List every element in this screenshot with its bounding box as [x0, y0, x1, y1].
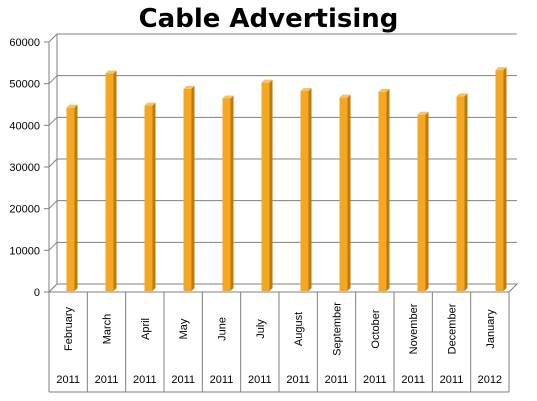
bar-top	[456, 93, 468, 97]
bar-side	[74, 104, 78, 292]
x-tick-label-year: 2011	[171, 374, 195, 386]
x-tick-label-year: 2011	[363, 374, 387, 386]
bar	[378, 91, 387, 291]
bar-top	[378, 88, 390, 92]
bar	[183, 88, 192, 292]
x-tick-label-month: September	[332, 302, 344, 356]
bar-top	[66, 104, 78, 108]
x-tick-label-year: 2011	[248, 374, 272, 386]
x-tick-label-year: 2012	[478, 374, 502, 386]
chart-title: Cable Advertising	[138, 4, 399, 34]
x-tick-label-year: 2011	[440, 374, 464, 386]
bar	[495, 70, 504, 292]
bar-side	[308, 88, 312, 291]
x-tick-label-month: June	[217, 317, 229, 341]
bar-top	[339, 94, 351, 98]
x-tick-label-month: January	[485, 309, 497, 349]
bar-top	[144, 102, 156, 106]
x-tick-label-year: 2011	[95, 374, 119, 386]
bar-top	[261, 79, 273, 83]
x-tick-label-month: August	[293, 312, 305, 346]
bar-side	[425, 111, 429, 291]
bar-top	[183, 85, 195, 89]
bar-side	[503, 67, 507, 292]
bar	[300, 91, 309, 291]
bar	[261, 82, 270, 292]
chart-floor	[47, 283, 519, 293]
bar-side	[113, 70, 117, 291]
x-tick-label-year: 2011	[325, 374, 349, 386]
x-tick-label-year: 2011	[210, 374, 234, 386]
y-tick-label: 30000	[9, 162, 40, 174]
bar-side	[191, 85, 195, 292]
bar	[105, 73, 114, 291]
bar-top	[417, 111, 429, 115]
bar	[456, 96, 465, 292]
bar-top	[105, 70, 117, 74]
x-tick-label-year: 2011	[286, 374, 310, 386]
x-tick-label-month: March	[102, 314, 114, 345]
gridline-depth	[48, 116, 58, 126]
bar-side	[347, 94, 351, 292]
x-tick-label-month: May	[178, 318, 190, 339]
gridline-depth	[48, 33, 58, 43]
gridline-depth	[48, 75, 58, 85]
gridline-depth	[48, 158, 58, 168]
bar-top	[300, 88, 312, 91]
gridline-depth	[48, 241, 58, 251]
x-tick-label-month: October	[370, 309, 382, 348]
x-tick-label-month: November	[408, 303, 420, 354]
bar-side	[152, 102, 156, 291]
bar	[339, 97, 348, 292]
x-tick-label-year: 2011	[133, 374, 157, 386]
y-tick-label: 10000	[9, 245, 40, 257]
y-tick-label: 0	[34, 287, 40, 299]
y-tick-label: 60000	[9, 37, 40, 49]
y-tick-label: 50000	[9, 79, 40, 91]
x-tick-label-year: 2011	[401, 374, 425, 386]
bar-top	[495, 67, 507, 71]
bar-side	[464, 93, 468, 292]
x-tick-label-month: July	[255, 319, 267, 339]
bar	[66, 107, 75, 292]
x-tick-label-month: February	[63, 306, 75, 351]
x-tick-label-month: April	[140, 318, 152, 340]
bar-side	[386, 88, 390, 291]
x-tick-label-month: December	[447, 303, 459, 354]
y-tick-label: 40000	[9, 120, 40, 132]
bar-top	[222, 95, 234, 99]
y-tick-label: 20000	[9, 204, 40, 216]
bar	[417, 114, 426, 291]
x-tick-label-year: 2011	[56, 374, 80, 386]
gridline-depth	[48, 200, 58, 210]
bar-side	[230, 95, 234, 291]
bar	[222, 98, 231, 291]
bar-side	[269, 79, 273, 292]
bar	[144, 105, 153, 291]
